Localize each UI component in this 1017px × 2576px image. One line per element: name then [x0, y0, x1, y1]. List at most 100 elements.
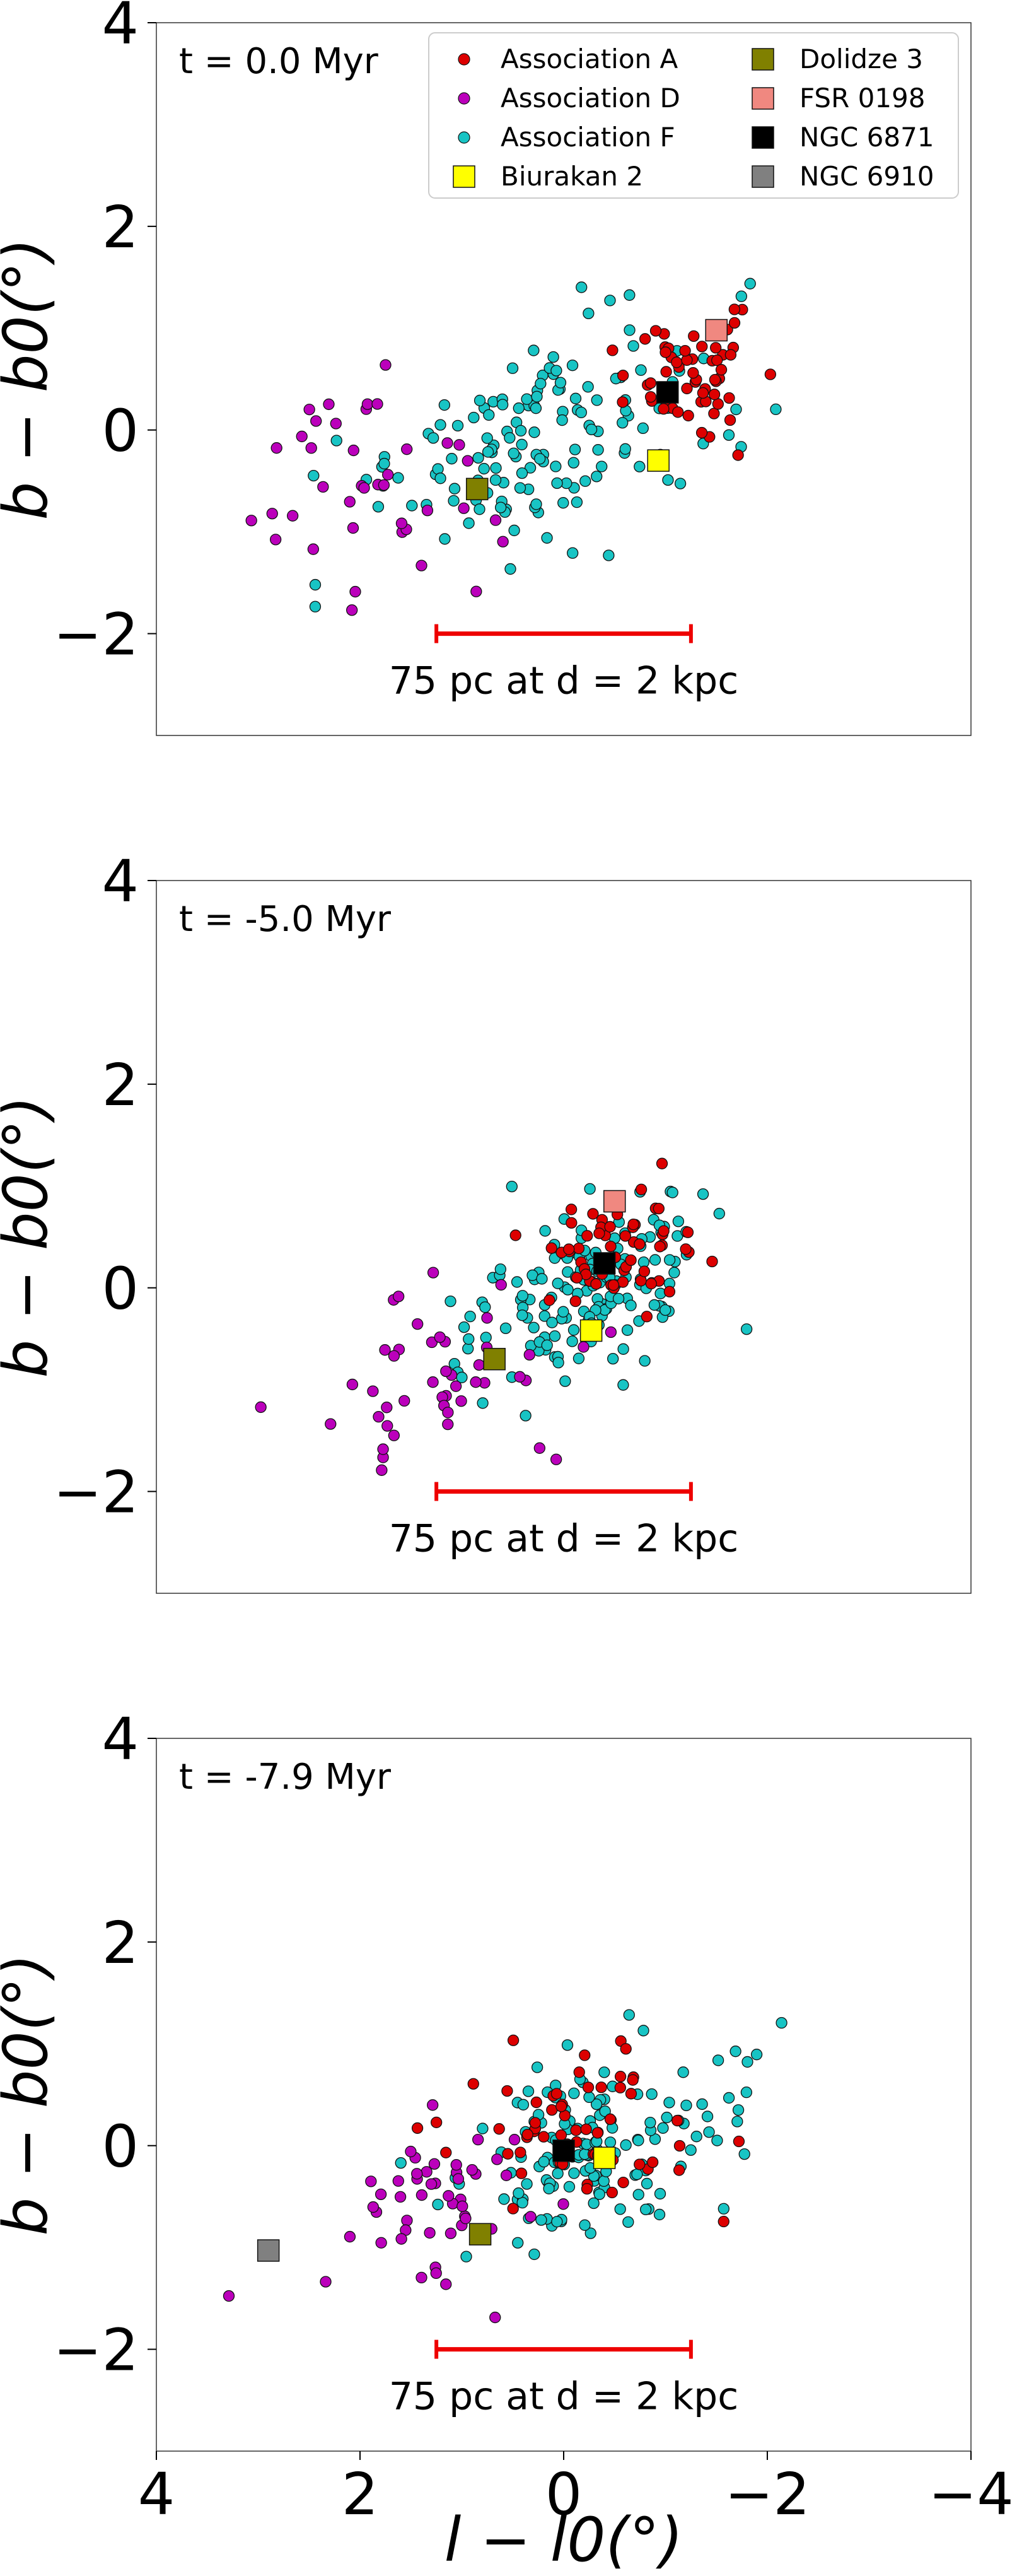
point-association-f: [621, 1324, 634, 1336]
point-association-a: [515, 2167, 528, 2179]
point-association-f: [536, 1273, 548, 1285]
point-association-d: [489, 514, 502, 526]
point-association-f: [660, 1304, 671, 1316]
point-association-d: [458, 502, 470, 514]
point-association-d: [416, 2271, 427, 2284]
cluster-ngc-6871: [552, 2140, 575, 2162]
point-association-d: [427, 1376, 439, 1388]
point-association-a: [431, 2116, 443, 2128]
point-association-a: [555, 2100, 567, 2112]
point-association-f: [653, 2208, 666, 2221]
point-association-d: [317, 481, 329, 493]
point-association-a: [572, 1243, 585, 1255]
point-association-f: [490, 462, 502, 474]
point-association-a: [711, 354, 723, 366]
y-tick-label: 0: [102, 1255, 139, 1323]
point-association-f: [489, 474, 502, 486]
point-association-d: [325, 1418, 337, 1430]
point-association-f: [552, 2167, 564, 2179]
point-association-a: [627, 1218, 639, 1231]
point-association-a: [620, 2043, 632, 2055]
point-association-a: [411, 2122, 424, 2134]
point-association-d: [287, 510, 299, 522]
point-association-a: [645, 1277, 657, 1290]
point-association-f: [472, 452, 484, 464]
point-association-f: [644, 2116, 656, 2129]
point-association-f: [631, 2168, 643, 2181]
point-association-f: [528, 426, 540, 438]
x-axis-label: l − l0(°): [445, 2505, 683, 2575]
point-association-f: [596, 460, 608, 472]
point-association-f: [547, 351, 559, 363]
point-association-f: [504, 563, 516, 575]
point-association-f: [619, 443, 631, 455]
point-association-d: [605, 1326, 617, 1338]
point-association-d: [489, 2311, 501, 2324]
point-association-f: [463, 517, 475, 529]
point-association-d: [411, 2168, 423, 2180]
point-association-f: [530, 498, 542, 510]
point-association-a: [672, 406, 684, 418]
point-association-d: [388, 1350, 400, 1362]
point-association-a: [682, 1226, 694, 1238]
point-association-a: [706, 1255, 718, 1268]
point-association-d: [307, 543, 320, 555]
point-association-a: [507, 2203, 519, 2215]
cluster-dolidze-3: [468, 2223, 492, 2245]
point-association-d: [245, 515, 257, 527]
point-association-f: [480, 1332, 492, 1344]
point-association-f: [677, 2066, 689, 2078]
point-association-d: [424, 2227, 436, 2239]
point-association-d: [500, 2169, 513, 2181]
point-association-f: [639, 1355, 651, 1367]
point-association-f: [696, 2098, 708, 2111]
point-association-d: [394, 2191, 407, 2203]
point-association-f: [576, 281, 588, 293]
point-association-d: [578, 1341, 590, 1353]
point-association-d: [550, 1453, 562, 1465]
point-association-d: [427, 1267, 439, 1279]
point-association-a: [673, 2140, 686, 2152]
cluster-fsr-0198: [603, 1190, 626, 1213]
point-association-d: [358, 482, 370, 494]
point-association-d: [361, 398, 374, 410]
point-association-a: [530, 2096, 542, 2109]
point-association-a: [573, 2066, 585, 2078]
point-association-d: [452, 2173, 465, 2185]
y-tick-label: 0: [102, 397, 139, 465]
point-association-d: [470, 585, 482, 597]
point-association-d: [470, 1376, 482, 1388]
cluster-dolidze-3: [465, 477, 489, 501]
point-association-a: [595, 2081, 607, 2093]
point-association-a: [604, 2113, 617, 2125]
point-association-d: [460, 2213, 472, 2225]
point-association-d: [320, 2276, 332, 2288]
point-association-f: [464, 1310, 476, 1323]
point-association-f: [481, 432, 493, 444]
point-association-f: [729, 2046, 741, 2058]
point-association-f: [458, 1321, 470, 1333]
point-association-f: [521, 2178, 533, 2190]
point-association-f: [521, 393, 533, 405]
point-association-a: [440, 2146, 452, 2158]
point-association-f: [538, 2156, 550, 2168]
point-association-d: [379, 1344, 391, 1356]
point-association-d: [378, 479, 390, 491]
point-association-a: [579, 2049, 591, 2061]
point-association-d: [346, 604, 358, 616]
point-association-a: [680, 1243, 692, 1255]
point-association-f: [648, 1299, 661, 1311]
legend-marker-7: [752, 165, 774, 188]
point-association-f: [770, 403, 782, 416]
point-association-a: [710, 342, 722, 354]
point-association-f: [776, 2017, 787, 2029]
point-association-f: [439, 533, 451, 545]
point-association-f: [563, 2181, 576, 2193]
x-tick-label: −2: [724, 2461, 810, 2528]
panel-2: 4 2 0 −2 b − b0(°) t = -5.0 Myr 75 pc at d = 2…: [0, 848, 972, 1594]
point-association-a: [617, 370, 629, 382]
point-association-d: [497, 536, 509, 547]
point-association-a: [764, 368, 777, 380]
point-association-d: [367, 2201, 379, 2213]
y-tick-label: 4: [102, 1706, 139, 1773]
